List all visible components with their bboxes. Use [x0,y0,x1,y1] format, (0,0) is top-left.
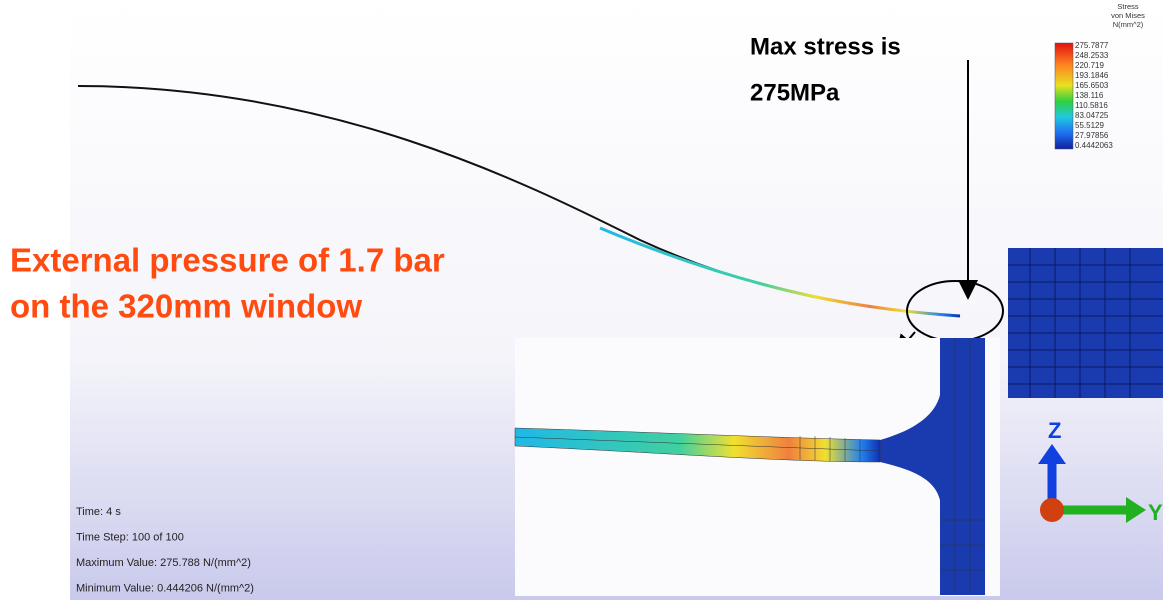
legend-value: 248.2533 [1075,51,1109,60]
legend-title: von Mises [1111,11,1145,20]
legend-title: Stress [1117,2,1139,11]
legend-value: 193.1846 [1075,71,1109,80]
pressure-label: External pressure of 1.7 bar [10,242,445,279]
info-line: Time Step: 100 of 100 [76,531,184,543]
legend-value: 83.04725 [1075,111,1109,120]
legend-value: 165.6503 [1075,81,1109,90]
legend-value: 275.7877 [1075,41,1109,50]
legend-value: 220.719 [1075,61,1104,70]
fea-screenshot: Stressvon MisesN(mm^2) 275.7877248.25332… [0,0,1163,600]
legend-value: 55.5129 [1075,121,1104,130]
legend-colorbar [1055,43,1073,149]
max-stress-label: 275MPa [750,79,840,106]
pressure-label: on the 320mm window [10,288,362,325]
flange-mesh [1008,248,1163,398]
legend-value: 0.4442063 [1075,141,1113,150]
legend-value: 110.5816 [1075,101,1108,110]
y-axis-label: Y [1148,500,1163,525]
legend-value: 27.97856 [1075,131,1109,140]
legend-value: 138.116 [1075,91,1104,100]
info-line: Maximum Value: 275.788 N/(mm^2) [76,557,251,569]
max-stress-label: Max stress is [750,33,901,60]
legend-title: N(mm^2) [1113,20,1144,29]
info-line: Minimum Value: 0.444206 N/(mm^2) [76,582,254,594]
origin-sphere [1040,498,1064,522]
z-axis-label: Z [1048,418,1061,443]
info-line: Time: 4 s [76,506,121,518]
